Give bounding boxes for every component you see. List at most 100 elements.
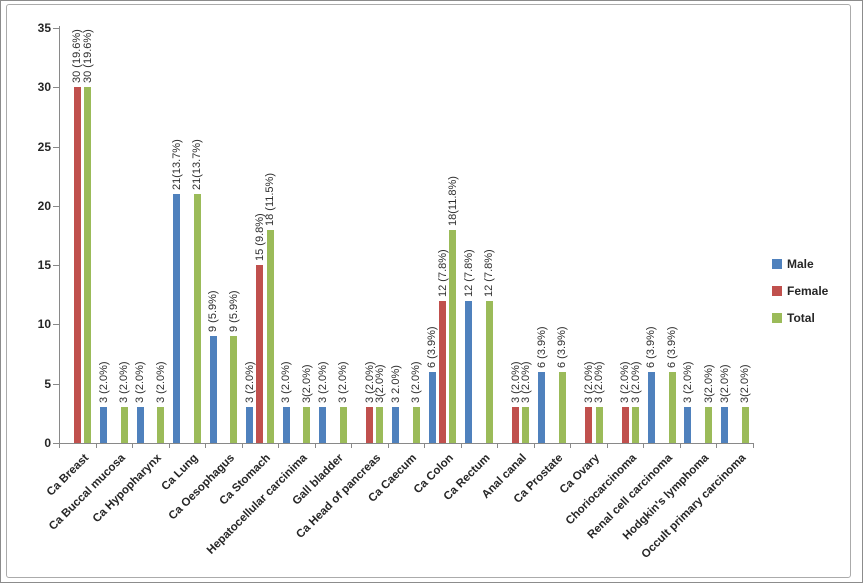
bar-total-16 [632, 407, 639, 443]
bar-male-6 [246, 407, 254, 443]
bar-value-label: 30 (19.6%) [81, 29, 94, 84]
y-axis-tick-label: 15 [37, 258, 51, 272]
y-tick-mark [53, 324, 59, 325]
bar-value-label: 21(13.7%) [191, 139, 204, 190]
legend-swatch-icon [772, 259, 782, 269]
bar-female-16 [621, 407, 629, 443]
legend-label: Total [787, 311, 815, 325]
bar-value-label: 6 (3.9%) [645, 326, 658, 368]
bar-male-17 [647, 371, 655, 443]
bar-value-label: 6 (3.9%) [535, 326, 548, 368]
bar-total-2 [120, 407, 128, 443]
bar-value-label: 21(13.7%) [170, 139, 183, 190]
x-tick-mark [607, 443, 608, 448]
bar-male-19 [721, 407, 728, 443]
x-tick-mark [242, 443, 243, 448]
bar-total-18 [705, 407, 712, 443]
bar-total-9 [376, 407, 384, 443]
bar-value-label: 12 (7.8%) [483, 248, 496, 297]
y-axis-line [59, 26, 60, 443]
bar-male-4 [173, 194, 181, 443]
y-axis-tick-label: 0 [44, 436, 51, 450]
bar-total-19 [741, 407, 749, 443]
bar-male-12 [465, 300, 473, 443]
x-axis-line [59, 443, 754, 444]
x-tick-mark [351, 443, 352, 448]
bar-male-14 [538, 371, 546, 443]
y-tick-mark [53, 265, 59, 266]
bar-female-9 [366, 407, 373, 443]
y-tick-mark [53, 87, 59, 88]
bar-value-label: 3 (2.0%) [243, 361, 256, 404]
bar-male-3 [136, 407, 144, 443]
bar-value-label: 3 (2.0%) [154, 361, 167, 404]
bar-total-12 [485, 300, 493, 443]
bar-value-label: 3(2.0%) [718, 364, 731, 404]
bar-value-label: 3 (2.0%) [410, 361, 423, 404]
bar-total-4 [193, 194, 201, 443]
x-tick-mark [96, 443, 97, 448]
y-axis-tick-label: 30 [37, 80, 51, 94]
legend-item-total: Total [772, 311, 828, 325]
x-tick-mark [59, 443, 60, 448]
bar-value-label: 9 (5.9%) [227, 290, 240, 333]
bar-male-8 [319, 407, 327, 443]
y-tick-mark [53, 147, 59, 148]
y-tick-mark [53, 28, 59, 29]
bar-total-5 [230, 336, 238, 443]
x-tick-mark [205, 443, 206, 448]
category-label: Ca Oesophagus [166, 452, 237, 523]
bar-total-3 [157, 407, 165, 443]
bar-value-label: 3(2.0%) [300, 364, 313, 404]
bar-value-label: 12 (7.8%) [462, 248, 475, 297]
bar-value-label: 3 (2.0%) [316, 361, 329, 404]
bar-value-label: 3 (2.0%) [280, 361, 293, 404]
x-tick-mark [534, 443, 535, 448]
bar-value-label: 3(2.0%) [739, 364, 752, 404]
x-tick-mark [680, 443, 681, 448]
x-tick-mark [497, 443, 498, 448]
bar-value-label: 9 (5.9%) [207, 290, 220, 333]
bar-female-15 [585, 407, 593, 443]
x-tick-mark [388, 443, 389, 448]
bar-total-14 [558, 371, 566, 443]
x-tick-mark [461, 443, 462, 448]
bar-male-11 [428, 371, 436, 443]
bar-total-8 [339, 407, 347, 443]
y-axis-tick-label: 25 [37, 140, 51, 154]
bar-total-7 [303, 407, 311, 443]
bar-value-label: 3 (2.0%) [97, 361, 110, 404]
bar-value-label: 3 (2.0%) [629, 361, 642, 404]
bar-value-label: 3 (2.0%) [681, 361, 694, 404]
x-tick-mark [424, 443, 425, 448]
bar-male-2 [100, 407, 107, 443]
x-tick-mark [753, 443, 754, 448]
bar-female-6 [256, 265, 264, 443]
x-tick-mark [570, 443, 571, 448]
bar-value-label: 3 (2.0%) [118, 361, 131, 404]
bar-value-label: 3(2.0%) [373, 364, 386, 404]
bar-value-label: 12 (7.8%) [436, 248, 449, 297]
bar-value-label: 3(2.0%) [702, 364, 715, 404]
y-axis-tick-label: 10 [37, 317, 51, 331]
bar-female-13 [512, 407, 520, 443]
bar-value-label: 3 2.0%) [389, 365, 402, 404]
legend-item-male: Male [772, 257, 828, 271]
bar-male-7 [282, 407, 290, 443]
y-tick-mark [53, 443, 59, 444]
legend-swatch-icon [772, 313, 782, 323]
legend-item-female: Female [772, 284, 829, 298]
x-tick-mark [643, 443, 644, 448]
x-tick-mark [132, 443, 133, 448]
x-tick-mark [169, 443, 170, 448]
bar-total-15 [595, 407, 603, 443]
legend-swatch-icon [772, 286, 782, 296]
legend-label: Female [787, 284, 829, 298]
y-axis-tick-label: 20 [37, 199, 51, 213]
y-axis-tick-label: 5 [44, 377, 51, 391]
bar-male-5 [209, 336, 217, 443]
bar-total-10 [412, 407, 420, 443]
x-tick-mark [278, 443, 279, 448]
